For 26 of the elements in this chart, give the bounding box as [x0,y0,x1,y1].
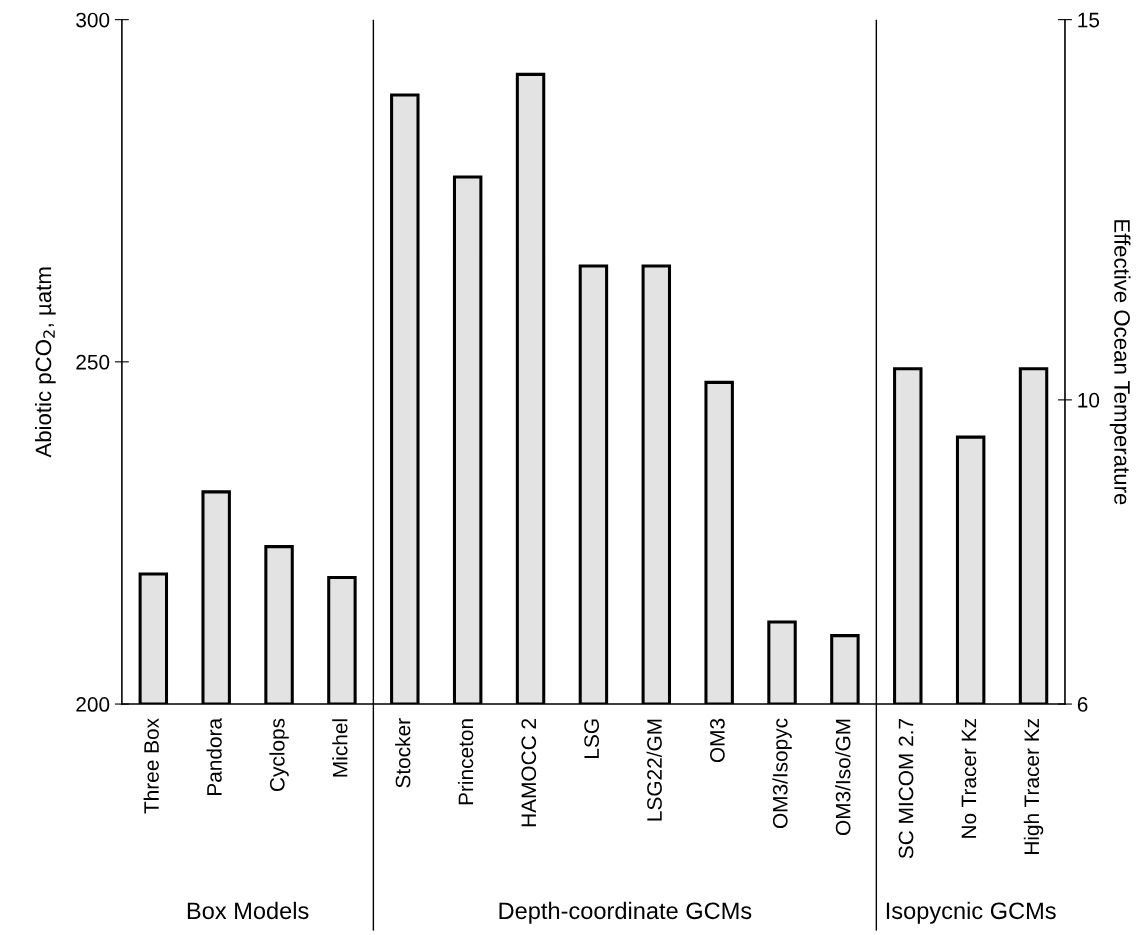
x-tick-label: LSG22/GM [646,719,662,821]
x-tick-label: Three Box [143,718,159,814]
x-tick-label: OM3 [710,718,725,763]
x-tick-label: Cyclops [269,718,289,791]
x-tick-label: No Tracer Kz [961,718,977,838]
y-tick-label: 250 [76,354,110,370]
x-tick-label: SC MICOM 2.7 [898,718,914,859]
y-tick-label: 200 [76,697,110,712]
y-axis-title: Abiotic pCO$_{2}$, µatm [34,267,56,458]
text: Box Models [187,901,309,920]
x-tick-label: HAMOCC 2 [521,718,537,827]
text: Isopycnic GCMs [886,901,1056,924]
y2-tick-label: 10 [1078,392,1100,408]
y2-tick-label: 6 [1077,697,1088,712]
x-tick-label: Michel [332,719,348,777]
x-tick-label: High Tracer Kz [1023,718,1044,855]
x-tick-label: Pandora [206,717,222,795]
text: Depth-coordinate GCMs [499,901,752,924]
x-tick-label: OM3/Iso/GM [835,719,851,836]
x-tick-label: Stocker [395,718,411,788]
y-tick-label: 300 [76,12,110,28]
x-tick-label: OM3/Isopyc [772,718,792,829]
y2-tick-label: 15 [1078,12,1100,28]
x-tick-label: Princeton [457,719,474,805]
y2-axis-title: Effective Ocean Temperature [1109,220,1131,505]
x-tick-label: LSG [584,719,600,758]
